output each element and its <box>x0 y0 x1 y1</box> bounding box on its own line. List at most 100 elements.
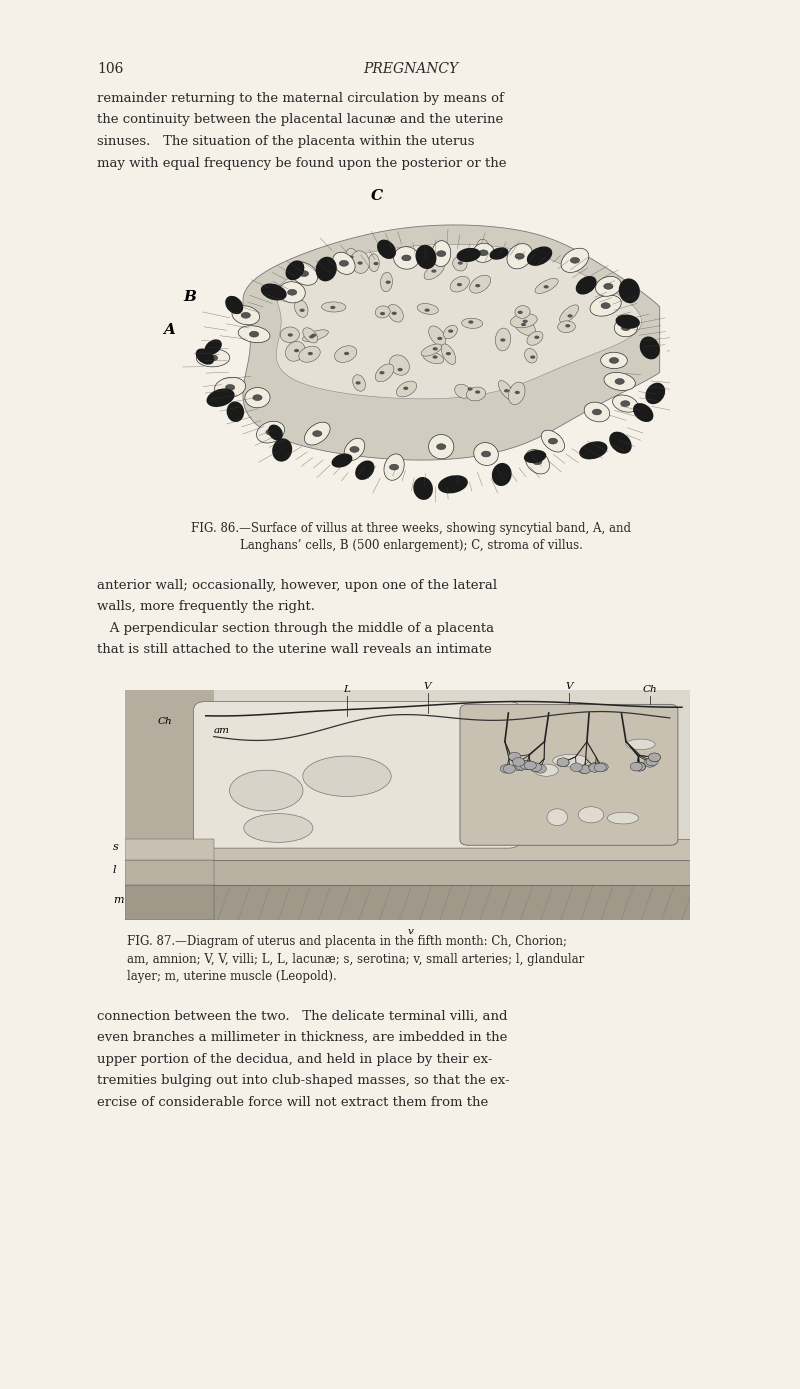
Ellipse shape <box>515 306 530 318</box>
Ellipse shape <box>454 385 470 399</box>
Ellipse shape <box>604 372 635 390</box>
Ellipse shape <box>330 306 335 310</box>
Ellipse shape <box>614 318 638 336</box>
Circle shape <box>557 758 569 767</box>
Bar <box>125 860 214 886</box>
Ellipse shape <box>266 429 275 435</box>
Ellipse shape <box>457 247 481 263</box>
Ellipse shape <box>302 329 328 342</box>
Ellipse shape <box>421 344 442 356</box>
Ellipse shape <box>437 250 446 257</box>
Ellipse shape <box>299 346 320 363</box>
Text: 106: 106 <box>97 63 123 76</box>
Ellipse shape <box>272 439 292 461</box>
Ellipse shape <box>288 333 293 336</box>
Ellipse shape <box>344 351 349 356</box>
Ellipse shape <box>610 357 618 364</box>
Ellipse shape <box>331 453 353 468</box>
Ellipse shape <box>333 253 355 275</box>
Ellipse shape <box>524 450 546 463</box>
Ellipse shape <box>534 764 558 776</box>
Ellipse shape <box>518 311 522 314</box>
Ellipse shape <box>446 351 451 356</box>
Ellipse shape <box>322 301 346 313</box>
Ellipse shape <box>214 378 246 397</box>
Ellipse shape <box>457 283 462 286</box>
Ellipse shape <box>374 263 378 265</box>
Circle shape <box>633 763 646 771</box>
Ellipse shape <box>241 313 250 318</box>
Ellipse shape <box>466 388 486 401</box>
Ellipse shape <box>530 356 535 358</box>
Ellipse shape <box>425 308 430 311</box>
Ellipse shape <box>209 356 218 361</box>
Text: ercise of considerable force will not extract them from the: ercise of considerable force will not ex… <box>97 1096 488 1108</box>
Ellipse shape <box>389 356 410 375</box>
Ellipse shape <box>309 335 314 339</box>
Ellipse shape <box>437 443 446 450</box>
Text: sinuses.   The situation of the placenta within the uterus: sinuses. The situation of the placenta w… <box>97 135 474 149</box>
Ellipse shape <box>618 278 640 303</box>
Text: Ch: Ch <box>642 685 657 694</box>
Text: L: L <box>343 685 350 694</box>
Ellipse shape <box>613 394 638 413</box>
Text: FIG. 87.—Diagram of uterus and placenta in the fifth month: Ch, Chorion;: FIG. 87.—Diagram of uterus and placenta … <box>127 935 567 949</box>
Ellipse shape <box>390 464 398 469</box>
Circle shape <box>589 763 601 771</box>
Text: Langhans’ cells, B (500 enlargement); C, stroma of villus.: Langhans’ cells, B (500 enlargement); C,… <box>239 539 582 553</box>
Ellipse shape <box>561 249 589 272</box>
Ellipse shape <box>548 438 558 444</box>
Ellipse shape <box>462 318 482 328</box>
Ellipse shape <box>196 349 230 367</box>
Text: am, amnion; V, V, villi; L, L, lacunæ; s, serotina; v, small arteries; l, glandu: am, amnion; V, V, villi; L, L, lacunæ; s… <box>127 953 584 965</box>
Bar <box>125 886 214 920</box>
Circle shape <box>646 757 658 765</box>
Ellipse shape <box>384 454 404 481</box>
Ellipse shape <box>294 349 299 353</box>
Ellipse shape <box>547 808 567 825</box>
Ellipse shape <box>398 368 402 371</box>
Ellipse shape <box>206 389 234 407</box>
Ellipse shape <box>377 239 396 258</box>
Ellipse shape <box>553 754 588 767</box>
Ellipse shape <box>473 243 494 263</box>
Ellipse shape <box>381 272 393 292</box>
Ellipse shape <box>358 261 362 265</box>
Ellipse shape <box>433 347 438 350</box>
Circle shape <box>520 761 532 770</box>
Ellipse shape <box>387 304 403 322</box>
Ellipse shape <box>294 300 308 317</box>
Text: may with equal frequency be found upon the posterior or the: may with equal frequency be found upon t… <box>97 157 506 169</box>
Circle shape <box>524 761 536 770</box>
Ellipse shape <box>238 326 270 343</box>
Ellipse shape <box>302 756 391 796</box>
Ellipse shape <box>584 403 610 422</box>
FancyBboxPatch shape <box>194 701 521 849</box>
Ellipse shape <box>509 382 525 404</box>
Ellipse shape <box>355 381 361 385</box>
Ellipse shape <box>392 311 397 315</box>
Circle shape <box>500 764 512 774</box>
Ellipse shape <box>442 344 456 364</box>
Ellipse shape <box>286 260 304 281</box>
Bar <box>125 839 214 860</box>
Ellipse shape <box>415 244 437 269</box>
Ellipse shape <box>479 247 485 251</box>
Ellipse shape <box>350 251 370 274</box>
Ellipse shape <box>579 442 607 460</box>
Circle shape <box>530 763 542 772</box>
Ellipse shape <box>492 463 512 486</box>
Text: v: v <box>407 928 414 936</box>
Ellipse shape <box>396 381 417 397</box>
Text: remainder returning to the maternal circulation by means of: remainder returning to the maternal circ… <box>97 92 504 106</box>
Ellipse shape <box>640 336 660 360</box>
Ellipse shape <box>261 283 286 300</box>
Ellipse shape <box>244 814 313 842</box>
Ellipse shape <box>250 331 258 338</box>
Ellipse shape <box>475 390 480 393</box>
Ellipse shape <box>559 306 578 322</box>
Ellipse shape <box>646 382 665 404</box>
Text: upper portion of the decidua, and held in place by their ex-: upper portion of the decidua, and held i… <box>97 1053 493 1065</box>
Bar <box>125 886 690 920</box>
Text: C: C <box>371 189 383 203</box>
